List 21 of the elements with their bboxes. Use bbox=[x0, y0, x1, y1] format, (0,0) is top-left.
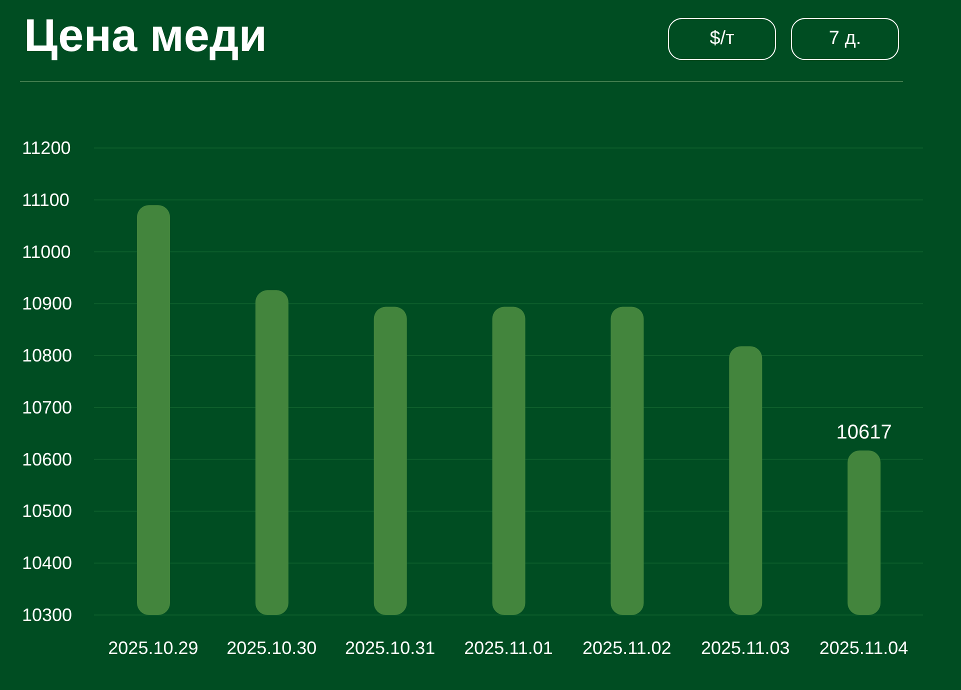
y-tick-label: 11200 bbox=[22, 138, 71, 158]
y-tick-label: 10500 bbox=[22, 501, 72, 522]
option-button: 7 д. bbox=[791, 18, 899, 60]
y-tick-label: 10900 bbox=[22, 294, 72, 314]
x-tick-label: 2025.11.01 bbox=[464, 638, 553, 658]
y-tick-label: 10800 bbox=[22, 346, 72, 366]
data-label: 10617 bbox=[836, 422, 892, 444]
x-tick-label: 2025.11.02 bbox=[582, 638, 672, 658]
y-tick-label: 11000 bbox=[22, 242, 71, 262]
x-tick-label: 2025.10.31 bbox=[345, 638, 436, 658]
chart-title: Цена меди bbox=[24, 8, 267, 62]
y-tick-label: 10300 bbox=[22, 605, 72, 625]
option-button: $/т bbox=[668, 18, 776, 60]
x-tick-label: 2025.11.03 bbox=[700, 638, 790, 658]
y-tick-label: 10700 bbox=[22, 397, 72, 418]
y-tick-label: 11100 bbox=[22, 190, 70, 210]
x-tick-label: 2025.11.04 bbox=[819, 638, 908, 658]
x-tick-label: 2025.10.29 bbox=[108, 638, 198, 658]
y-tick-label: 10600 bbox=[22, 449, 72, 470]
x-tick-label: 2025.10.30 bbox=[226, 638, 317, 658]
y-tick-label: 10400 bbox=[22, 553, 72, 574]
